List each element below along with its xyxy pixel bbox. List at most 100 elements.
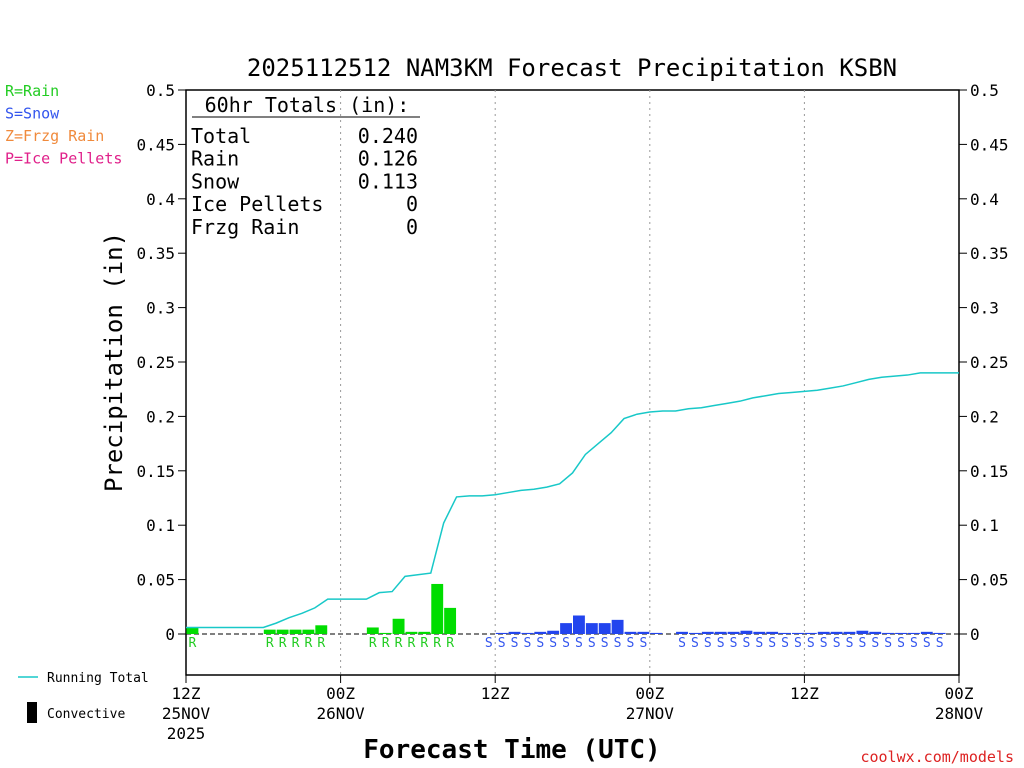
x-tick-label: 00Z (635, 684, 664, 703)
x-tick-date: 27NOV (626, 704, 675, 723)
type-marker-S: S (498, 636, 506, 651)
credit-text: coolwx.com/models (860, 748, 1014, 766)
type-marker-S: S (614, 636, 622, 651)
type-marker-S: S (743, 636, 751, 651)
precip-bars (186, 583, 946, 634)
totals-label: Snow (191, 169, 240, 193)
precip-bar-snow (624, 631, 637, 634)
type-marker-S: S (730, 636, 738, 651)
y-tick-label-right: 0.25 (970, 353, 1009, 372)
precip-bar-snow (753, 631, 766, 634)
type-marker-S: S (794, 636, 802, 651)
precip-bar-snow (907, 632, 920, 634)
precip-bar-snow (933, 632, 946, 634)
precip-bar-rain (392, 618, 405, 634)
type-marker-R: R (279, 636, 287, 651)
type-marker-S: S (755, 636, 763, 651)
precip-bar-snow (676, 631, 688, 634)
type-marker-R: R (317, 636, 325, 651)
precip-bar-snow (895, 632, 907, 634)
precip-bar-rain (431, 583, 444, 634)
x-tick-year: 2025 (167, 724, 206, 743)
y-tick-label-left: 0.45 (136, 135, 175, 154)
type-marker-S: S (639, 636, 647, 651)
type-marker-S: S (511, 636, 519, 651)
type-marker-R: R (292, 636, 300, 651)
precip-bar-snow (534, 631, 547, 634)
precip-bar-rain (302, 629, 315, 634)
precip-bar-snow (727, 631, 740, 634)
type-marker-R: R (382, 636, 390, 651)
totals-label: Rain (191, 147, 239, 171)
type-marker-S: S (820, 636, 828, 651)
precip-bar-rain (186, 627, 199, 634)
type-legend-entry: R=Rain (5, 82, 59, 100)
y-tick-label-left: 0.5 (146, 81, 175, 100)
y-tick-label-left: 0.1 (146, 516, 175, 535)
y-tick-label-right: 0.15 (970, 462, 1009, 481)
totals-value: 0.113 (358, 169, 418, 193)
type-marker-S: S (897, 636, 905, 651)
type-marker-S: S (627, 636, 635, 651)
y-tick-label-left: 0.2 (146, 407, 175, 426)
precip-bar-rain (315, 625, 328, 634)
totals-label: Total (191, 124, 251, 148)
precip-bar-rain (444, 607, 457, 634)
precip-bar-snow (495, 632, 508, 634)
type-marker-R: R (433, 636, 441, 651)
y-tick-label-right: 0.5 (970, 81, 999, 100)
y-tick-label-left: 0.05 (136, 571, 175, 590)
type-legend-entry: P=Ice Pellets (5, 150, 122, 168)
y-tick-label-right: 0.3 (970, 299, 999, 318)
precip-bar-snow (585, 623, 598, 634)
totals-box: 60hr Totals (in): Total 0.240 Rain 0.126 Sno… (191, 93, 420, 239)
precip-bar-rain (405, 631, 418, 634)
totals-label: Frzg Rain (191, 215, 299, 239)
type-marker-R: R (420, 636, 428, 651)
type-marker-S: S (536, 636, 544, 651)
y-tick-label-left: 0.25 (136, 353, 175, 372)
type-marker-S: S (807, 636, 815, 651)
precip-type-legend: R=Rain S=Snow Z=Frzg Rain P=Ice Pellets (5, 82, 122, 168)
y-tick-label-right: 0.1 (970, 516, 999, 535)
type-legend-entry: S=Snow (5, 105, 60, 123)
type-marker-R: R (189, 636, 197, 651)
chart-title: 2025112512 NAM3KM Forecast Precipitation… (247, 54, 897, 82)
precip-bar-rain (263, 629, 276, 634)
y-tick-label-right: 0.35 (970, 244, 1009, 263)
precip-bar-rain (276, 629, 289, 634)
y-tick-label-right: 0 (970, 625, 980, 644)
type-marker-S: S (871, 636, 879, 651)
type-marker-S: S (910, 636, 918, 651)
totals-value: 0 (406, 215, 418, 239)
type-marker-S: S (691, 636, 699, 651)
precip-bar-snow (740, 630, 753, 634)
type-marker-S: S (575, 636, 583, 651)
x-tick-label: 00Z (326, 684, 355, 703)
x-tick-date: 26NOV (317, 704, 366, 723)
precip-bar-snow (856, 630, 869, 634)
precip-bar-rain (379, 632, 392, 634)
y-tick-label-right: 0.05 (970, 571, 1009, 590)
running-total-line (186, 372, 959, 629)
plot-frame (185, 89, 960, 676)
type-marker-S: S (523, 636, 531, 651)
x-tick-date: 25NOV (162, 704, 211, 723)
y-tick-label-right: 0.4 (970, 190, 999, 209)
convective-legend-label: Convective (47, 707, 125, 722)
precip-bar-snow (688, 632, 701, 634)
type-legend-entry: Z=Frzg Rain (5, 127, 104, 145)
type-marker-S: S (846, 636, 854, 651)
type-marker-S: S (858, 636, 866, 651)
y-tick-label-left: 0 (165, 625, 175, 644)
precip-bar-rain (418, 631, 431, 634)
type-marker-S: S (884, 636, 892, 651)
x-tick-date: 28NOV (935, 704, 984, 723)
totals-header: 60hr Totals (in): (205, 93, 410, 117)
precip-bar-rain (366, 627, 379, 634)
type-marker-R: R (395, 636, 403, 651)
precip-bar-snow (573, 615, 585, 634)
x-tick-label: 12Z (481, 684, 510, 703)
